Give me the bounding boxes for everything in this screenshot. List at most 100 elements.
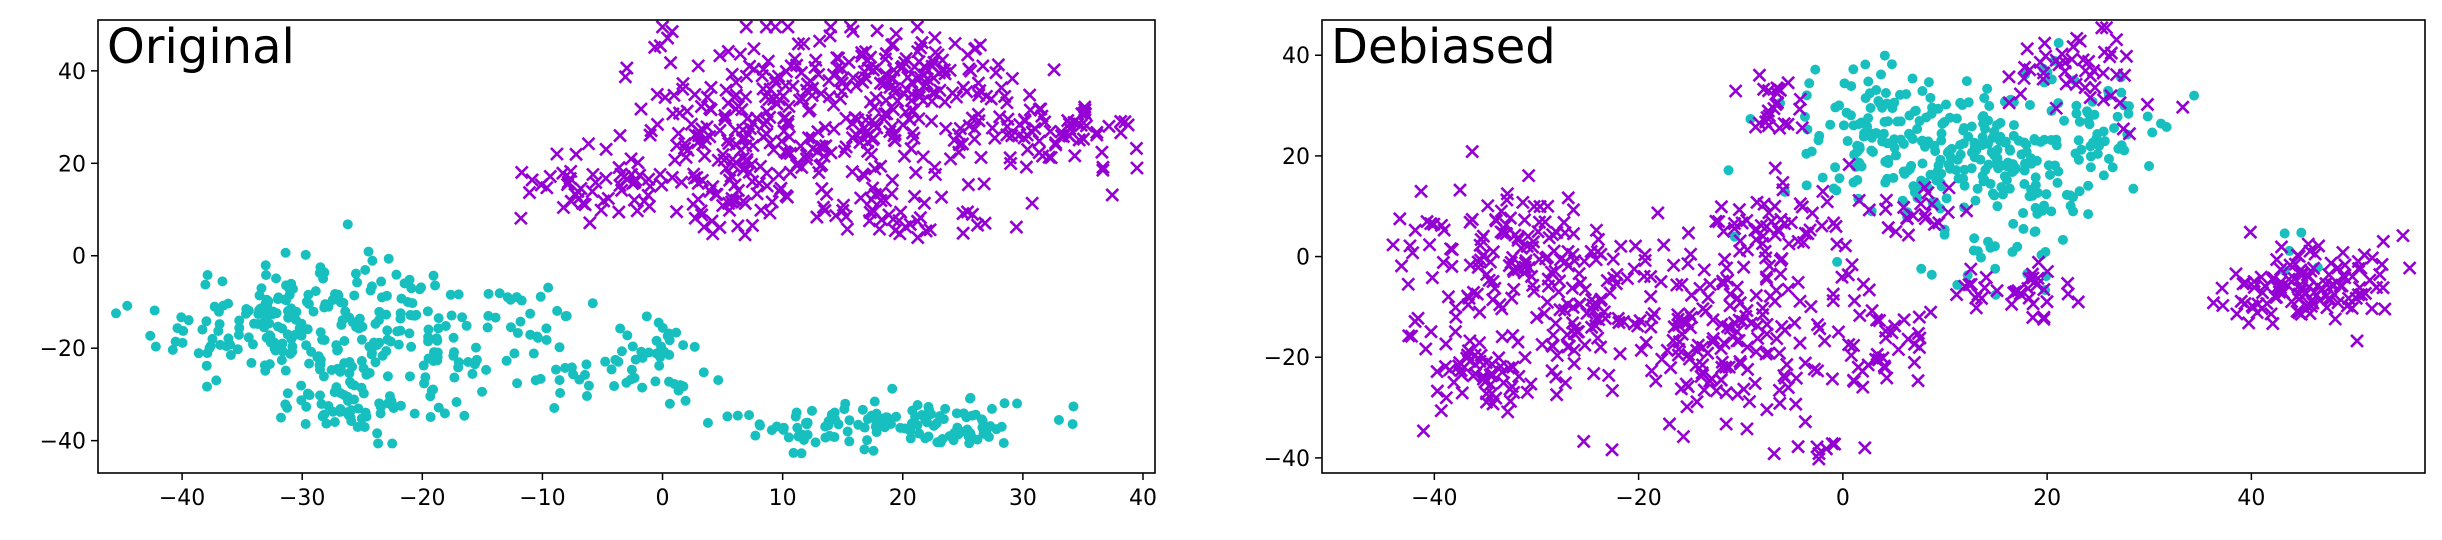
x-marker (1443, 241, 1458, 256)
dot-marker (2144, 161, 2155, 172)
dot-marker (411, 309, 422, 320)
dot-marker (363, 246, 374, 257)
dot-marker (339, 335, 350, 346)
dot-marker (976, 414, 987, 425)
dot-marker (1910, 105, 1921, 116)
scatter-panel-original: −40 −30 −20 −10 0 10 20 30 40 −40 −20 0 20 40 Original (40, 19, 1157, 511)
x-marker (2318, 276, 2333, 291)
dot-marker (352, 421, 363, 432)
dot-marker (560, 362, 571, 373)
x-marker (1773, 253, 1788, 268)
dot-marker (342, 219, 353, 230)
x-marker (756, 129, 770, 144)
dot-marker (1845, 110, 1856, 121)
x-marker (873, 159, 888, 174)
x-marker (1817, 333, 1832, 348)
x-marker (2292, 249, 2307, 264)
dot-marker (713, 375, 724, 386)
dot-marker (1927, 102, 1938, 113)
x-marker (1401, 328, 1416, 343)
x-marker (1781, 117, 1795, 132)
dot-marker (282, 329, 293, 340)
dot-marker (150, 341, 161, 352)
dot-marker (271, 273, 282, 284)
x-marker (1532, 215, 1547, 230)
x-marker (787, 51, 802, 66)
x-marker (763, 206, 777, 220)
x-marker (917, 196, 932, 211)
x-marker (1520, 385, 1535, 400)
x-marker (898, 105, 913, 119)
x-marker (2331, 295, 2345, 310)
dot-marker (844, 415, 855, 426)
x-marker (1912, 310, 1927, 325)
x-marker (1674, 277, 1689, 292)
x-marker (643, 128, 657, 142)
x-marker (1639, 335, 1654, 350)
x-marker (2274, 240, 2289, 254)
x-marker (2017, 71, 2031, 86)
x-marker (1444, 259, 1459, 274)
dot-marker (406, 341, 417, 352)
x-marker (2376, 234, 2391, 249)
x-marker (2362, 273, 2377, 288)
x-marker (624, 151, 639, 166)
x-marker (1613, 239, 1628, 254)
x-marker (1426, 217, 1441, 232)
x-marker (1831, 325, 1846, 339)
x-marker (1805, 206, 1820, 221)
x-marker (2396, 228, 2410, 243)
dot-marker (386, 398, 397, 409)
x-marker (1815, 184, 1830, 199)
dot-marker (1959, 122, 1970, 133)
x-marker (1942, 180, 1956, 195)
x-marker (840, 222, 855, 237)
dot-marker (2008, 218, 2019, 229)
series-x-markers (513, 20, 1144, 245)
x-marker (627, 175, 642, 190)
dot-marker (457, 312, 468, 323)
dot-marker (218, 300, 229, 311)
x-marker (2365, 301, 2379, 316)
x-marker (791, 37, 806, 51)
x-marker (1565, 281, 1580, 295)
x-marker (691, 58, 706, 73)
x-marker (1438, 337, 1453, 351)
x-marker (1979, 270, 1994, 285)
dot-marker (965, 428, 976, 439)
dot-marker (1962, 270, 1973, 281)
dot-marker (276, 355, 287, 366)
dot-marker (202, 269, 213, 280)
x-marker (2064, 73, 2079, 88)
dot-marker (512, 327, 523, 338)
dot-marker (167, 344, 178, 355)
x-marker (2036, 312, 2051, 327)
dot-marker (2021, 146, 2032, 157)
dot-marker (525, 308, 536, 319)
dot-marker (1723, 165, 1734, 176)
dot-marker (1999, 137, 2010, 148)
dot-marker (374, 306, 385, 317)
x-marker (742, 165, 757, 180)
dot-marker (842, 426, 853, 437)
dot-marker (1053, 414, 1064, 425)
dot-marker (2082, 106, 2093, 117)
x-marker (1735, 216, 1750, 230)
dot-marker (732, 410, 743, 421)
dot-marker (907, 405, 918, 416)
dot-marker (650, 376, 661, 387)
x-marker (869, 90, 884, 105)
panel-title: Original (107, 19, 295, 75)
x-marker (665, 24, 680, 39)
dot-marker (391, 269, 402, 280)
x-marker (801, 130, 816, 145)
x-marker (1466, 368, 1481, 383)
dot-marker (2018, 208, 2029, 219)
dot-marker (302, 388, 313, 399)
x-marker (611, 205, 626, 220)
x-marker (1499, 226, 1514, 241)
x-marker (953, 121, 968, 136)
dot-marker (626, 364, 637, 375)
dot-marker (783, 432, 794, 443)
x-marker (1671, 342, 1686, 357)
